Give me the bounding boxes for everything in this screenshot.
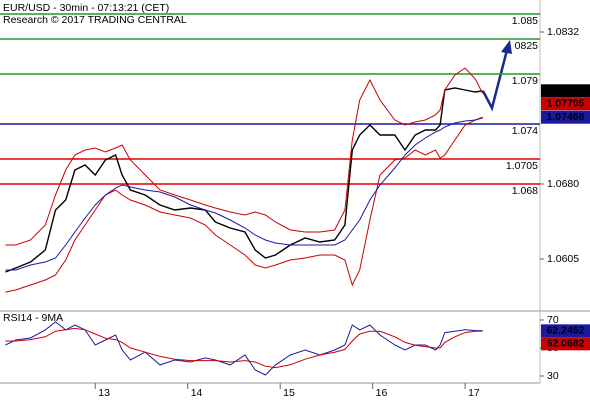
series-line bbox=[5, 321, 483, 376]
series-line bbox=[5, 87, 483, 273]
level-label: 1.068 bbox=[512, 185, 538, 197]
projection-arrow bbox=[481, 40, 512, 112]
value-box-label: 1.07705 bbox=[547, 98, 585, 110]
y-tick-label: 1.0680 bbox=[547, 178, 579, 190]
y-tick-label: 1.0832 bbox=[547, 26, 579, 38]
value-box-label: 1.07732 bbox=[547, 85, 585, 97]
level-label: 0825 bbox=[515, 40, 539, 52]
level-label: 1.079 bbox=[512, 75, 538, 87]
value-box bbox=[541, 84, 590, 98]
x-tick-label: 13 bbox=[98, 387, 110, 399]
series-line bbox=[5, 116, 483, 271]
level-label: 1.074 bbox=[512, 125, 538, 137]
series-line bbox=[5, 327, 483, 369]
value-box bbox=[541, 110, 590, 124]
x-tick-label: 14 bbox=[191, 387, 203, 399]
value-box-label: 62.0682 bbox=[547, 338, 585, 350]
rsi-title: RSI14 - 9MA bbox=[3, 312, 63, 324]
value-box bbox=[541, 324, 590, 338]
chart-subtitle: Research © 2017 TRADING CENTRAL bbox=[3, 14, 187, 26]
series-line bbox=[5, 117, 483, 293]
series-line bbox=[5, 67, 484, 246]
value-box bbox=[541, 337, 590, 351]
y-tick-label: 1.0605 bbox=[547, 253, 579, 265]
arrow-head bbox=[501, 40, 512, 54]
chart-title: EUR/USD - 30min - 07:13:21 (CET) bbox=[3, 2, 169, 14]
x-tick-label: 15 bbox=[283, 387, 295, 399]
level-label: 1.085 bbox=[512, 15, 538, 27]
y-tick-label: 30 bbox=[547, 370, 559, 382]
x-tick-label: 17 bbox=[468, 387, 480, 399]
projection-line bbox=[481, 49, 509, 112]
x-tick-label: 16 bbox=[376, 387, 388, 399]
value-box bbox=[541, 97, 590, 111]
value-box-label: 1.07468 bbox=[547, 111, 585, 123]
y-tick-label: 70 bbox=[547, 314, 559, 326]
value-box-label: 62.2452 bbox=[547, 325, 585, 337]
level-label: 1.0705 bbox=[506, 160, 538, 172]
